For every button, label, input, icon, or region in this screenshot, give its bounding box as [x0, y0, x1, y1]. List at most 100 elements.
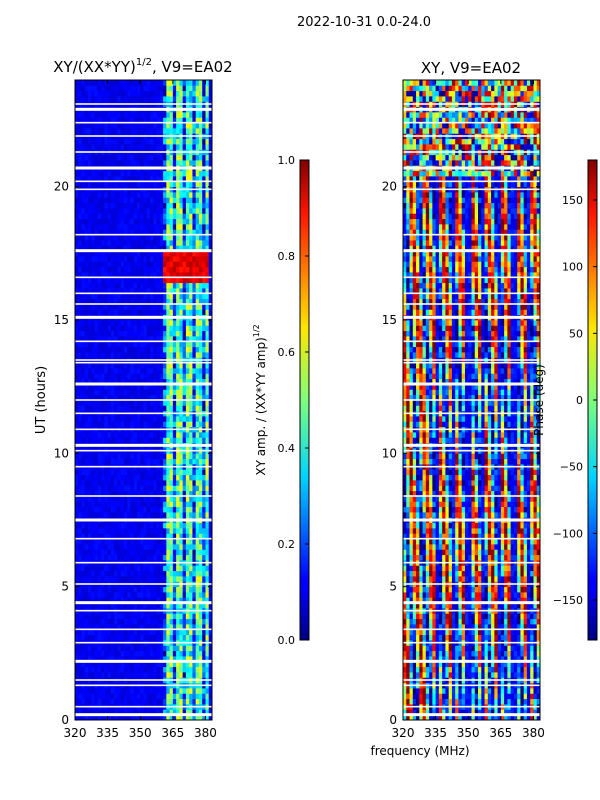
heatmap-cell — [78, 634, 82, 641]
heatmap-cell — [172, 624, 177, 630]
heatmap-cell — [110, 298, 115, 305]
heatmap-cell — [156, 352, 161, 358]
heatmap-cell — [189, 624, 193, 630]
heatmap-cell — [146, 144, 151, 150]
heatmap-cell — [159, 469, 164, 476]
heatmap-cell — [195, 400, 200, 406]
heatmap-cell — [189, 192, 193, 198]
heatmap-cell — [136, 85, 141, 92]
heatmap-cell — [179, 245, 184, 252]
heatmap-cell — [91, 714, 95, 720]
heatmap-cell — [94, 181, 99, 188]
heatmap-cell — [176, 618, 180, 625]
heatmap-cell — [146, 197, 151, 204]
heatmap-cell — [159, 512, 164, 518]
heatmap-cell — [75, 672, 79, 678]
heatmap-cell — [120, 304, 125, 310]
heatmap-cell — [104, 373, 109, 380]
heatmap-cell — [127, 394, 131, 401]
heatmap-cell — [179, 336, 184, 342]
heatmap-cell — [114, 96, 118, 102]
heatmap-cell — [169, 256, 174, 262]
heatmap-cell — [182, 170, 187, 177]
heatmap-cell — [143, 90, 148, 97]
heatmap-cell — [169, 213, 174, 220]
heatmap-cell — [205, 698, 210, 705]
heatmap-cell — [143, 240, 148, 246]
heatmap-cell — [205, 570, 210, 577]
heatmap-cell — [101, 266, 105, 273]
heatmap-cell — [120, 282, 125, 289]
heatmap-cell — [130, 256, 135, 262]
heatmap-cell — [166, 485, 170, 492]
heatmap-cell — [78, 368, 82, 374]
heatmap-cell — [192, 288, 197, 294]
heatmap-cell — [146, 458, 151, 465]
heatmap-cell — [91, 144, 95, 150]
heatmap-cell — [91, 672, 95, 678]
heatmap-cell — [133, 309, 138, 316]
heatmap-cell — [91, 346, 95, 353]
heatmap-cell — [88, 565, 92, 572]
heatmap-cell — [156, 570, 161, 577]
heatmap-cell — [140, 480, 144, 486]
heatmap-cell — [198, 634, 203, 641]
heatmap-cell — [153, 128, 157, 134]
heatmap-cell — [169, 661, 174, 668]
heatmap-cell — [150, 650, 154, 657]
heatmap-cell — [192, 650, 197, 657]
heatmap-cell — [159, 266, 164, 273]
heatmap-cell — [198, 320, 203, 326]
heatmap-cell — [114, 261, 118, 268]
heatmap-cell — [94, 656, 99, 662]
heatmap-cell — [185, 320, 190, 326]
heatmap-cell — [208, 181, 212, 188]
heatmap-cell — [143, 544, 148, 550]
heatmap-cell — [163, 698, 167, 705]
heatmap-cell — [104, 592, 109, 598]
heatmap-cell — [202, 117, 206, 124]
heatmap-cell — [176, 586, 180, 593]
heatmap-cell — [163, 693, 167, 700]
heatmap-cell — [140, 453, 144, 460]
heatmap-cell — [133, 341, 138, 348]
heatmap-cell — [133, 218, 138, 225]
heatmap-cell — [198, 122, 203, 129]
heatmap-cell — [169, 240, 174, 246]
heatmap-cell — [101, 698, 105, 705]
heatmap-cell — [97, 176, 102, 182]
heatmap-cell — [114, 672, 118, 678]
heatmap-cell — [136, 346, 141, 353]
heatmap-cell — [117, 485, 122, 492]
heatmap-cell — [198, 266, 203, 273]
heatmap-cell — [107, 629, 112, 636]
heatmap-cell — [107, 384, 112, 390]
heatmap-cell — [117, 698, 122, 705]
heatmap-cell — [156, 208, 161, 214]
heatmap-cell — [166, 192, 170, 198]
heatmap-cell — [163, 298, 167, 305]
heatmap-cell — [182, 117, 187, 124]
heatmap-cell — [136, 373, 141, 380]
heatmap-cell — [185, 565, 190, 572]
heatmap-cell — [110, 597, 115, 604]
heatmap-cell — [123, 362, 128, 369]
heatmap-cell — [136, 304, 141, 310]
heatmap-cell — [202, 496, 206, 502]
heatmap-cell — [130, 176, 135, 182]
heatmap-cell — [179, 218, 184, 225]
heatmap-cell — [114, 208, 118, 214]
heatmap-cell — [202, 469, 206, 476]
heatmap-cell — [120, 698, 125, 705]
heatmap-cell — [78, 474, 82, 481]
heatmap-cell — [182, 394, 187, 401]
heatmap-cell — [91, 565, 95, 572]
heatmap-cell — [140, 672, 144, 678]
heatmap-cell — [198, 490, 203, 497]
heatmap-cell — [75, 453, 79, 460]
heatmap-cell — [179, 688, 184, 694]
heatmap-cell — [110, 320, 115, 326]
heatmap-cell — [104, 218, 109, 225]
heatmap-cell — [117, 496, 122, 502]
heatmap-cell — [192, 261, 197, 268]
